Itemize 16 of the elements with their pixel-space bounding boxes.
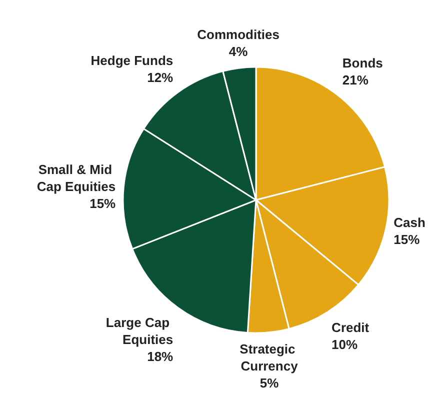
slice-label: Large Cap Equities xyxy=(106,315,174,348)
slice-label: Cash xyxy=(394,214,426,230)
data-label: 5% xyxy=(260,375,280,390)
data-label: 10% xyxy=(332,337,358,352)
data-label: 12% xyxy=(147,70,174,85)
slice-label: Small & Mid Cap Equities xyxy=(36,162,116,194)
data-label: 4% xyxy=(228,44,248,60)
slice-label: Bonds xyxy=(342,56,383,71)
slice-label: Strategic Currency xyxy=(240,341,299,374)
slice-label: Hedge Funds xyxy=(90,52,174,68)
data-label: 18% xyxy=(147,349,174,364)
data-label: 15% xyxy=(90,196,116,212)
slice-label: Commodities xyxy=(197,27,280,42)
data-label: 21% xyxy=(342,72,369,88)
data-label: 15% xyxy=(394,232,420,247)
slice-label: Credit xyxy=(332,320,370,336)
